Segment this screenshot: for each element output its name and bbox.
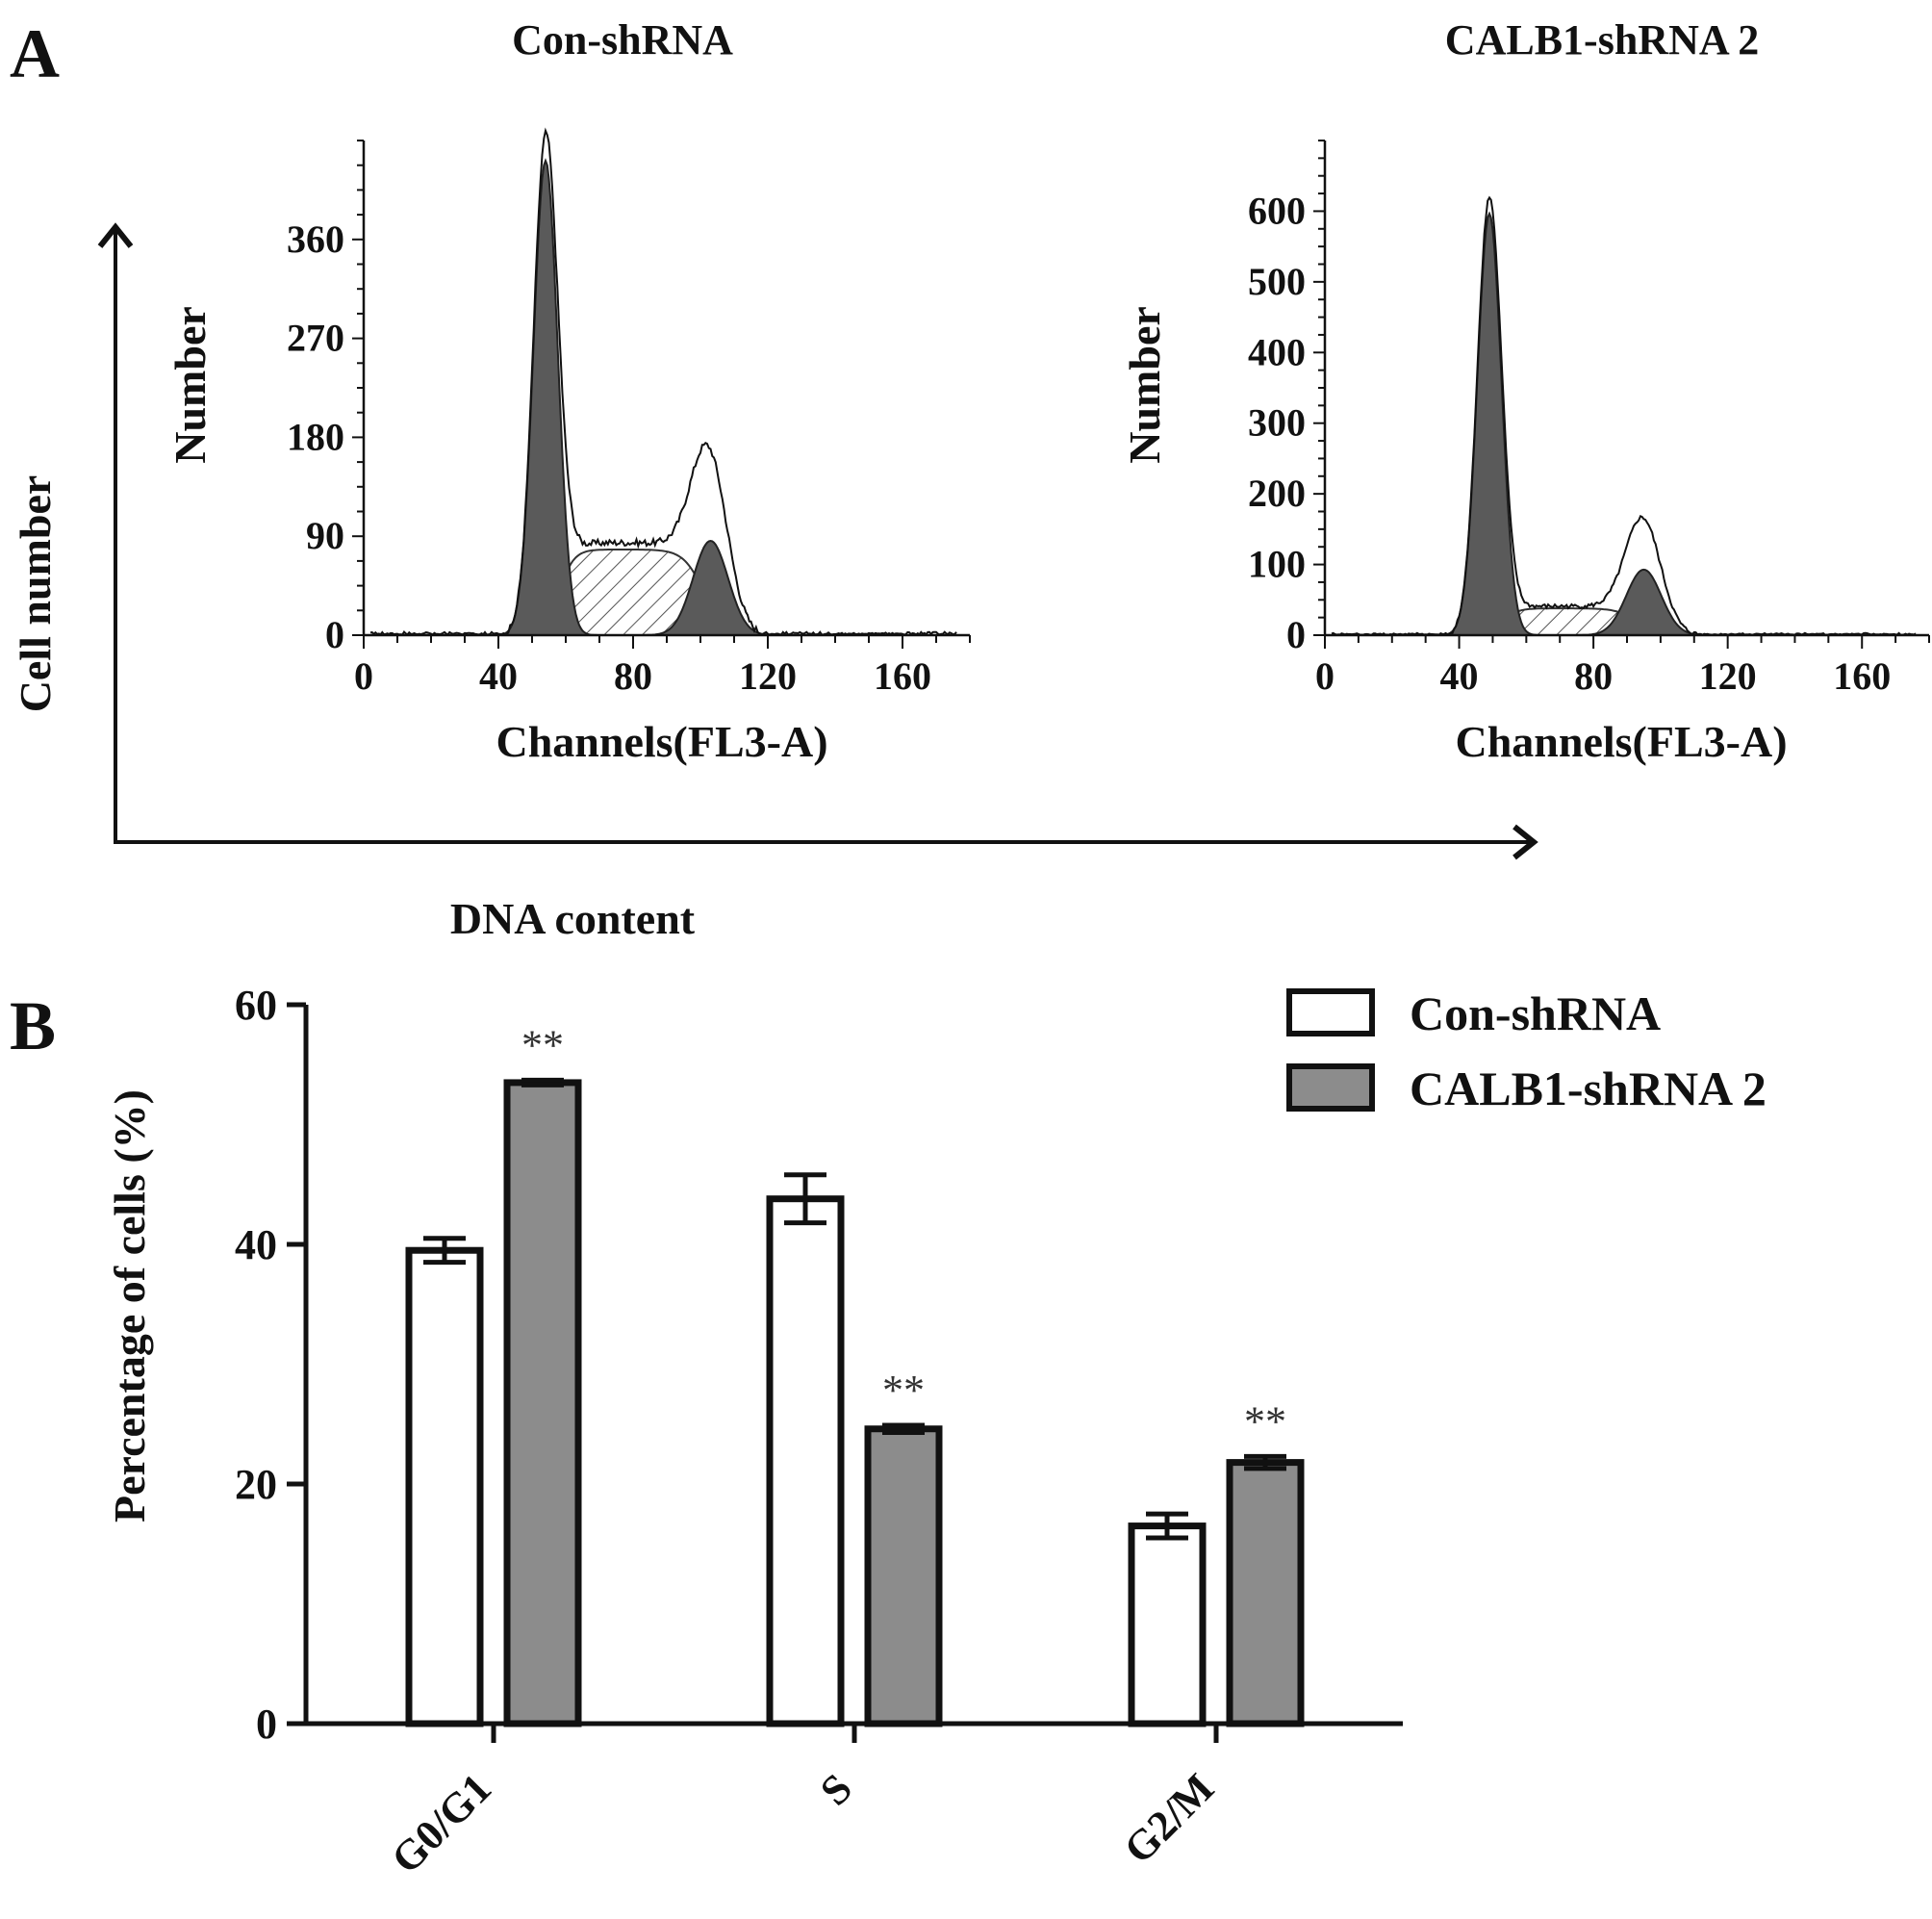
hist1-title: Con-shRNA bbox=[512, 16, 733, 64]
y-tick-label: 300 bbox=[1248, 401, 1306, 445]
bar-con-shrna bbox=[766, 1195, 845, 1727]
y-tick-label: 600 bbox=[1248, 189, 1306, 232]
histogram-calb1-shrna2: CALB1-shRNA 2 Number Channels(FL3-A) 0 10… bbox=[1120, 16, 1930, 766]
bar-chart-cell-cycle: Percentage of cells (%) 0 20 40 60 G0/G1 ** S *… bbox=[105, 982, 1767, 1882]
legend-swatch-con-shrna bbox=[1286, 988, 1375, 1036]
hist2-ylabel: Number bbox=[1120, 306, 1169, 464]
x-tick-label: 0 bbox=[354, 654, 373, 698]
hist1-xlabel: Channels(FL3-A) bbox=[496, 717, 827, 766]
g1-peak-fit bbox=[1332, 211, 1916, 636]
hist2-xlabel: Channels(FL3-A) bbox=[1455, 717, 1787, 766]
bar-y-tick-label: 20 bbox=[235, 1461, 277, 1508]
y-tick-label: 270 bbox=[287, 317, 344, 360]
x-tick-label: 160 bbox=[1833, 654, 1891, 698]
y-tick-label: 90 bbox=[306, 514, 344, 557]
bar-y-tick-label: 40 bbox=[235, 1221, 277, 1268]
x-tick-label: 120 bbox=[739, 654, 797, 698]
bar-con-shrna bbox=[405, 1246, 484, 1727]
x-tick-label: 80 bbox=[1574, 654, 1613, 698]
x-tick-label: 160 bbox=[874, 654, 931, 698]
y-tick-label: 360 bbox=[287, 217, 344, 261]
y-tick-label: 100 bbox=[1248, 543, 1306, 586]
bar-y-tick-label: 60 bbox=[235, 982, 277, 1029]
category-label: G0/G1 bbox=[382, 1764, 500, 1882]
x-tick-label: 0 bbox=[1315, 654, 1335, 698]
y-tick-label: 400 bbox=[1248, 330, 1306, 373]
legend-label-calb1: CALB1-shRNA 2 bbox=[1410, 1062, 1767, 1115]
x-tick-label: 40 bbox=[479, 654, 518, 698]
y-tick-label: 500 bbox=[1248, 260, 1306, 303]
bar-plot-area: 0 20 40 60 G0/G1 ** S ** G2/M ** bbox=[235, 982, 1403, 1882]
g2-peak-fit bbox=[1332, 568, 1916, 636]
legend-swatch-calb1 bbox=[1286, 1063, 1375, 1112]
bar-calb1-shrna2 bbox=[1226, 1459, 1305, 1727]
legend: Con-shRNA CALB1-shRNA 2 bbox=[1286, 986, 1767, 1115]
outer-axes: Cell number DNA content bbox=[11, 222, 1538, 943]
hist2-plot-area: 0 100 200 300 400 500 600 0 40 80 120 160 bbox=[1248, 140, 1930, 698]
significance-marker: ** bbox=[882, 1367, 925, 1414]
y-tick-label: 200 bbox=[1248, 472, 1306, 515]
hist1-ylabel: Number bbox=[165, 306, 215, 464]
outer-x-label: DNA content bbox=[450, 894, 696, 943]
bar-calb1-shrna2 bbox=[864, 1425, 943, 1727]
significance-marker: ** bbox=[521, 1021, 564, 1068]
category-label: S bbox=[811, 1764, 861, 1814]
bar-y-tick-label: 0 bbox=[256, 1701, 277, 1748]
hist1-plot-area: 0 90 180 270 360 0 40 80 120 160 bbox=[287, 127, 971, 698]
x-tick-label: 40 bbox=[1440, 654, 1479, 698]
category-label: G2/M bbox=[1115, 1764, 1223, 1872]
y-tick-label: 0 bbox=[1286, 613, 1306, 656]
x-tick-label: 80 bbox=[614, 654, 652, 698]
bar-con-shrna bbox=[1128, 1522, 1207, 1727]
bar-calb1-shrna2 bbox=[503, 1079, 582, 1727]
legend-label-con-shrna: Con-shRNA bbox=[1410, 986, 1661, 1040]
outer-y-label: Cell number bbox=[11, 475, 60, 713]
x-tick-label: 120 bbox=[1699, 654, 1757, 698]
y-tick-label: 180 bbox=[287, 415, 344, 458]
histogram-con-shrna: Con-shRNA Number Channels(FL3-A) 0 90 180 2… bbox=[165, 16, 971, 766]
histogram-trace bbox=[1331, 195, 1917, 636]
s-phase-fit bbox=[370, 549, 956, 636]
histogram-trace bbox=[369, 127, 957, 636]
bar-ylabel: Percentage of cells (%) bbox=[105, 1089, 154, 1522]
hist2-title: CALB1-shRNA 2 bbox=[1445, 16, 1759, 64]
significance-marker: ** bbox=[1244, 1397, 1286, 1445]
panel-b-letter: B bbox=[10, 987, 56, 1064]
panel-a-letter: A bbox=[10, 15, 60, 92]
y-tick-label: 0 bbox=[325, 613, 344, 656]
